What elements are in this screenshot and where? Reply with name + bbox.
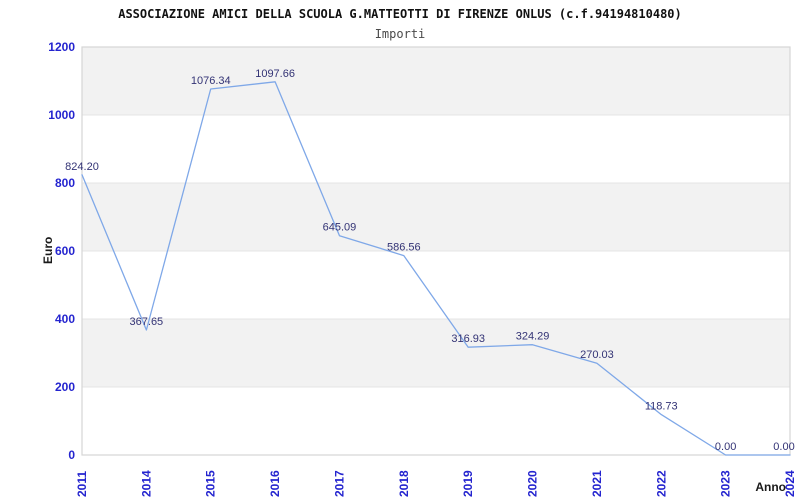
data-point-label: 824.20 <box>65 161 99 173</box>
plot-band <box>82 47 790 115</box>
plot-border-rect <box>81 46 791 456</box>
x-axis-tick-labels: 2011 2014 2015 2016 2017 2018 2019 2020 2021 2022… <box>75 470 797 497</box>
data-point-label: 118.73 <box>645 401 678 413</box>
data-point-label: 324.29 <box>516 331 550 343</box>
x-tick-label: 2020 <box>526 470 540 497</box>
x-tick-label: 2016 <box>268 470 282 497</box>
x-tick-label: 2011 <box>75 471 89 497</box>
y-axis-tick-labels: 0 200 400 600 800 1000 1200 <box>48 40 75 462</box>
data-point-labels: 824.20 367.65 1076.34 1097.66 645.09 586.56 31… <box>65 68 795 453</box>
y-tick-label: 1200 <box>48 40 75 54</box>
x-tick-label: 2015 <box>204 470 218 497</box>
x-tick-label: 2017 <box>332 470 346 497</box>
data-point-label: 270.03 <box>580 349 614 361</box>
data-point-label: 586.56 <box>387 242 421 254</box>
data-point-label: 1076.34 <box>191 75 231 87</box>
plot-border <box>81 46 791 456</box>
x-tick-label: 2018 <box>397 470 411 497</box>
data-point-label: 0.00 <box>715 441 736 453</box>
x-axis-title: Anno <box>755 480 786 494</box>
x-tick-label: 2019 <box>461 470 475 497</box>
x-tick-label: 2022 <box>654 470 668 497</box>
x-tick-label: 2014 <box>139 470 153 497</box>
y-tick-label: 800 <box>55 176 75 190</box>
chart-subtitle: Importi <box>375 27 426 41</box>
trend-line-series <box>81 81 791 456</box>
plot-band <box>82 319 790 387</box>
y-tick-label: 600 <box>55 244 75 258</box>
chart-title: ASSOCIAZIONE AMICI DELLA SCUOLA G.MATTEO… <box>118 7 682 21</box>
y-tick-label: 1000 <box>48 108 75 122</box>
x-tick-label: 2024 <box>783 470 797 497</box>
y-tick-label: 0 <box>68 448 75 462</box>
y-tick-label: 200 <box>55 380 75 394</box>
data-point-label: 367.65 <box>130 316 164 328</box>
y-axis-title: Euro <box>41 237 55 264</box>
data-point-label: 0.00 <box>773 441 794 453</box>
plot-band <box>82 183 790 251</box>
y-tick-label: 400 <box>55 312 75 326</box>
x-tick-label: 2021 <box>590 470 604 497</box>
data-point-label: 316.93 <box>451 333 485 345</box>
trend-line <box>81 81 791 456</box>
x-tick-label: 2023 <box>719 470 733 497</box>
data-point-label: 645.09 <box>323 222 357 234</box>
data-point-label: 1097.66 <box>255 68 295 80</box>
plot-bands <box>82 47 790 387</box>
